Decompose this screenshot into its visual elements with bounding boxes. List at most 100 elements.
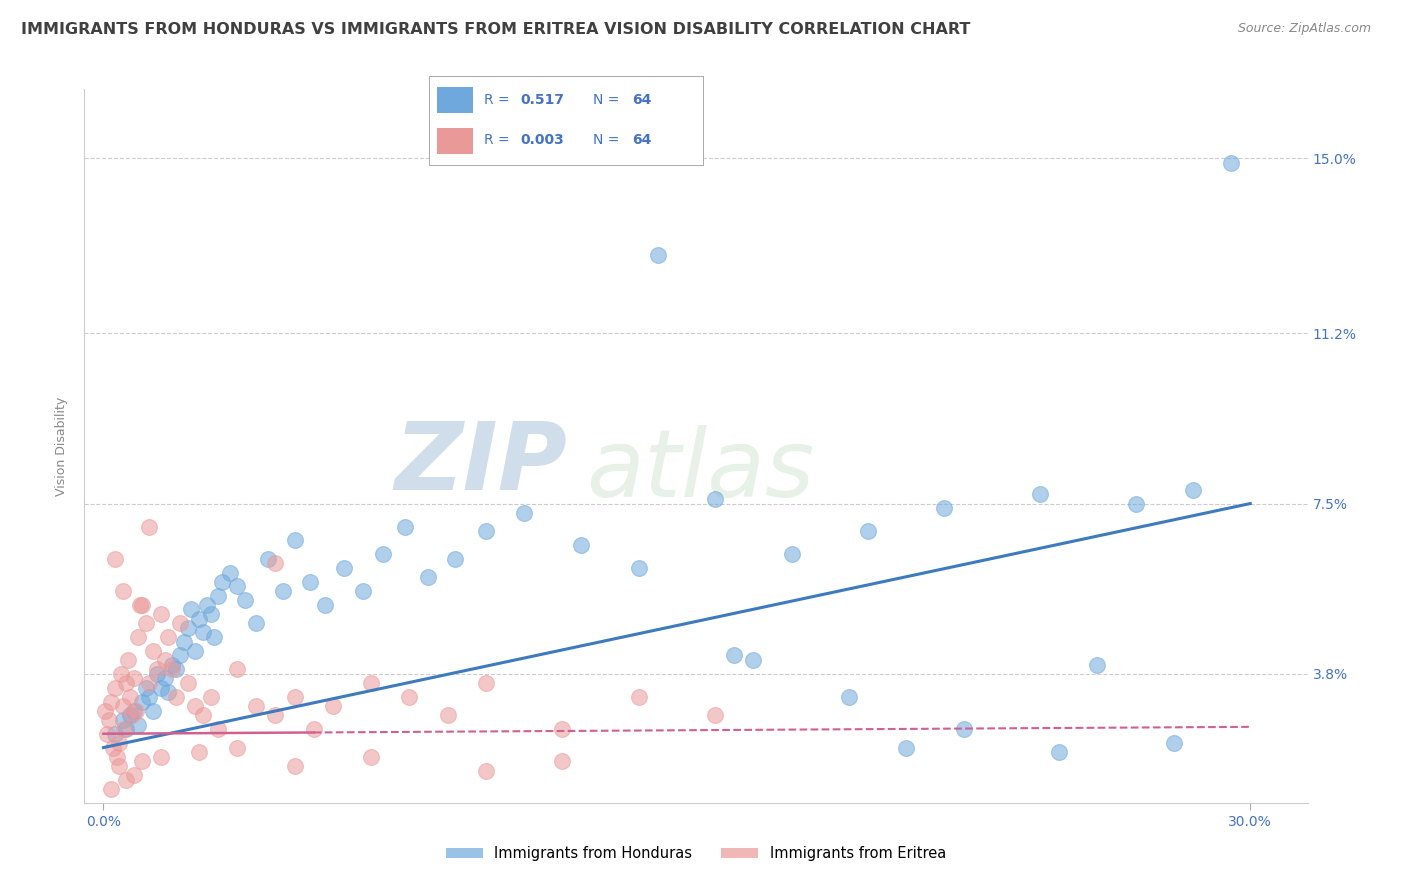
Point <box>1047 745 1070 759</box>
Point <box>149 749 172 764</box>
Point <box>264 708 287 723</box>
Point <box>176 621 198 635</box>
Text: R =: R = <box>484 93 513 107</box>
Point <box>146 662 169 676</box>
Point <box>115 772 138 787</box>
Point <box>127 717 149 731</box>
Text: N =: N = <box>593 93 624 107</box>
Point <box>226 662 249 676</box>
Point <box>856 524 879 538</box>
Legend: Immigrants from Honduras, Immigrants from Eritrea: Immigrants from Honduras, Immigrants fro… <box>440 840 952 867</box>
Point <box>111 699 134 714</box>
Point <box>128 598 150 612</box>
Point <box>474 676 496 690</box>
Point <box>105 749 128 764</box>
Point <box>245 616 267 631</box>
Point <box>207 589 229 603</box>
Point <box>896 740 918 755</box>
Point <box>122 768 145 782</box>
Point <box>107 759 129 773</box>
Point <box>135 616 157 631</box>
Point <box>202 630 225 644</box>
Point <box>1181 483 1204 497</box>
Point <box>704 708 727 723</box>
Point <box>284 690 307 704</box>
Point <box>111 713 134 727</box>
Point <box>169 648 191 663</box>
Text: R =: R = <box>484 133 513 147</box>
Point <box>120 690 142 704</box>
Point <box>122 672 145 686</box>
Text: atlas: atlas <box>586 425 814 516</box>
Point <box>1220 156 1243 170</box>
Point <box>110 666 132 681</box>
Point <box>218 566 240 580</box>
Bar <box>437 128 472 154</box>
Point <box>146 666 169 681</box>
Point <box>138 690 160 704</box>
Point <box>551 722 574 736</box>
Point <box>551 755 574 769</box>
Point <box>122 704 145 718</box>
Text: 0.517: 0.517 <box>520 93 565 107</box>
Bar <box>437 87 472 113</box>
Point <box>569 538 592 552</box>
Point <box>1029 487 1052 501</box>
Point <box>100 782 122 797</box>
Point <box>117 653 139 667</box>
Point <box>952 722 974 736</box>
Point <box>131 755 153 769</box>
Point <box>200 607 222 621</box>
Point <box>742 653 765 667</box>
Point <box>264 557 287 571</box>
Point <box>131 598 153 612</box>
Point <box>226 740 249 755</box>
Point <box>314 598 336 612</box>
Text: ZIP: ZIP <box>395 417 568 510</box>
Point <box>322 699 344 714</box>
Point <box>157 630 180 644</box>
Point <box>188 745 211 759</box>
Point <box>127 630 149 644</box>
Point <box>115 722 138 736</box>
Point <box>169 616 191 631</box>
Point <box>474 524 496 538</box>
Point <box>104 727 127 741</box>
Point <box>115 676 138 690</box>
Point <box>398 690 420 704</box>
Point <box>96 727 118 741</box>
Point <box>1163 736 1185 750</box>
Point <box>934 501 956 516</box>
Point <box>180 602 202 616</box>
Text: Source: ZipAtlas.com: Source: ZipAtlas.com <box>1237 22 1371 36</box>
Point <box>138 676 160 690</box>
Point <box>165 662 187 676</box>
Point <box>245 699 267 714</box>
Point <box>284 533 307 548</box>
Point <box>474 764 496 778</box>
Point <box>135 681 157 695</box>
Point <box>149 607 172 621</box>
Point <box>101 740 124 755</box>
Text: N =: N = <box>593 133 624 147</box>
Point <box>120 708 142 723</box>
Point <box>184 699 207 714</box>
Point <box>647 248 669 262</box>
Point <box>333 561 356 575</box>
Text: 0.003: 0.003 <box>520 133 564 147</box>
Point <box>191 625 214 640</box>
Point <box>98 713 121 727</box>
Point <box>627 690 650 704</box>
Point <box>114 722 136 736</box>
Point <box>176 676 198 690</box>
Point <box>157 685 180 699</box>
Point <box>162 662 184 676</box>
Text: IMMIGRANTS FROM HONDURAS VS IMMIGRANTS FROM ERITREA VISION DISABILITY CORRELATIO: IMMIGRANTS FROM HONDURAS VS IMMIGRANTS F… <box>21 22 970 37</box>
Point <box>780 547 803 561</box>
Point <box>226 579 249 593</box>
Point <box>436 708 458 723</box>
Point <box>107 736 129 750</box>
Point <box>121 708 143 723</box>
Point <box>298 574 321 589</box>
Point <box>233 593 256 607</box>
